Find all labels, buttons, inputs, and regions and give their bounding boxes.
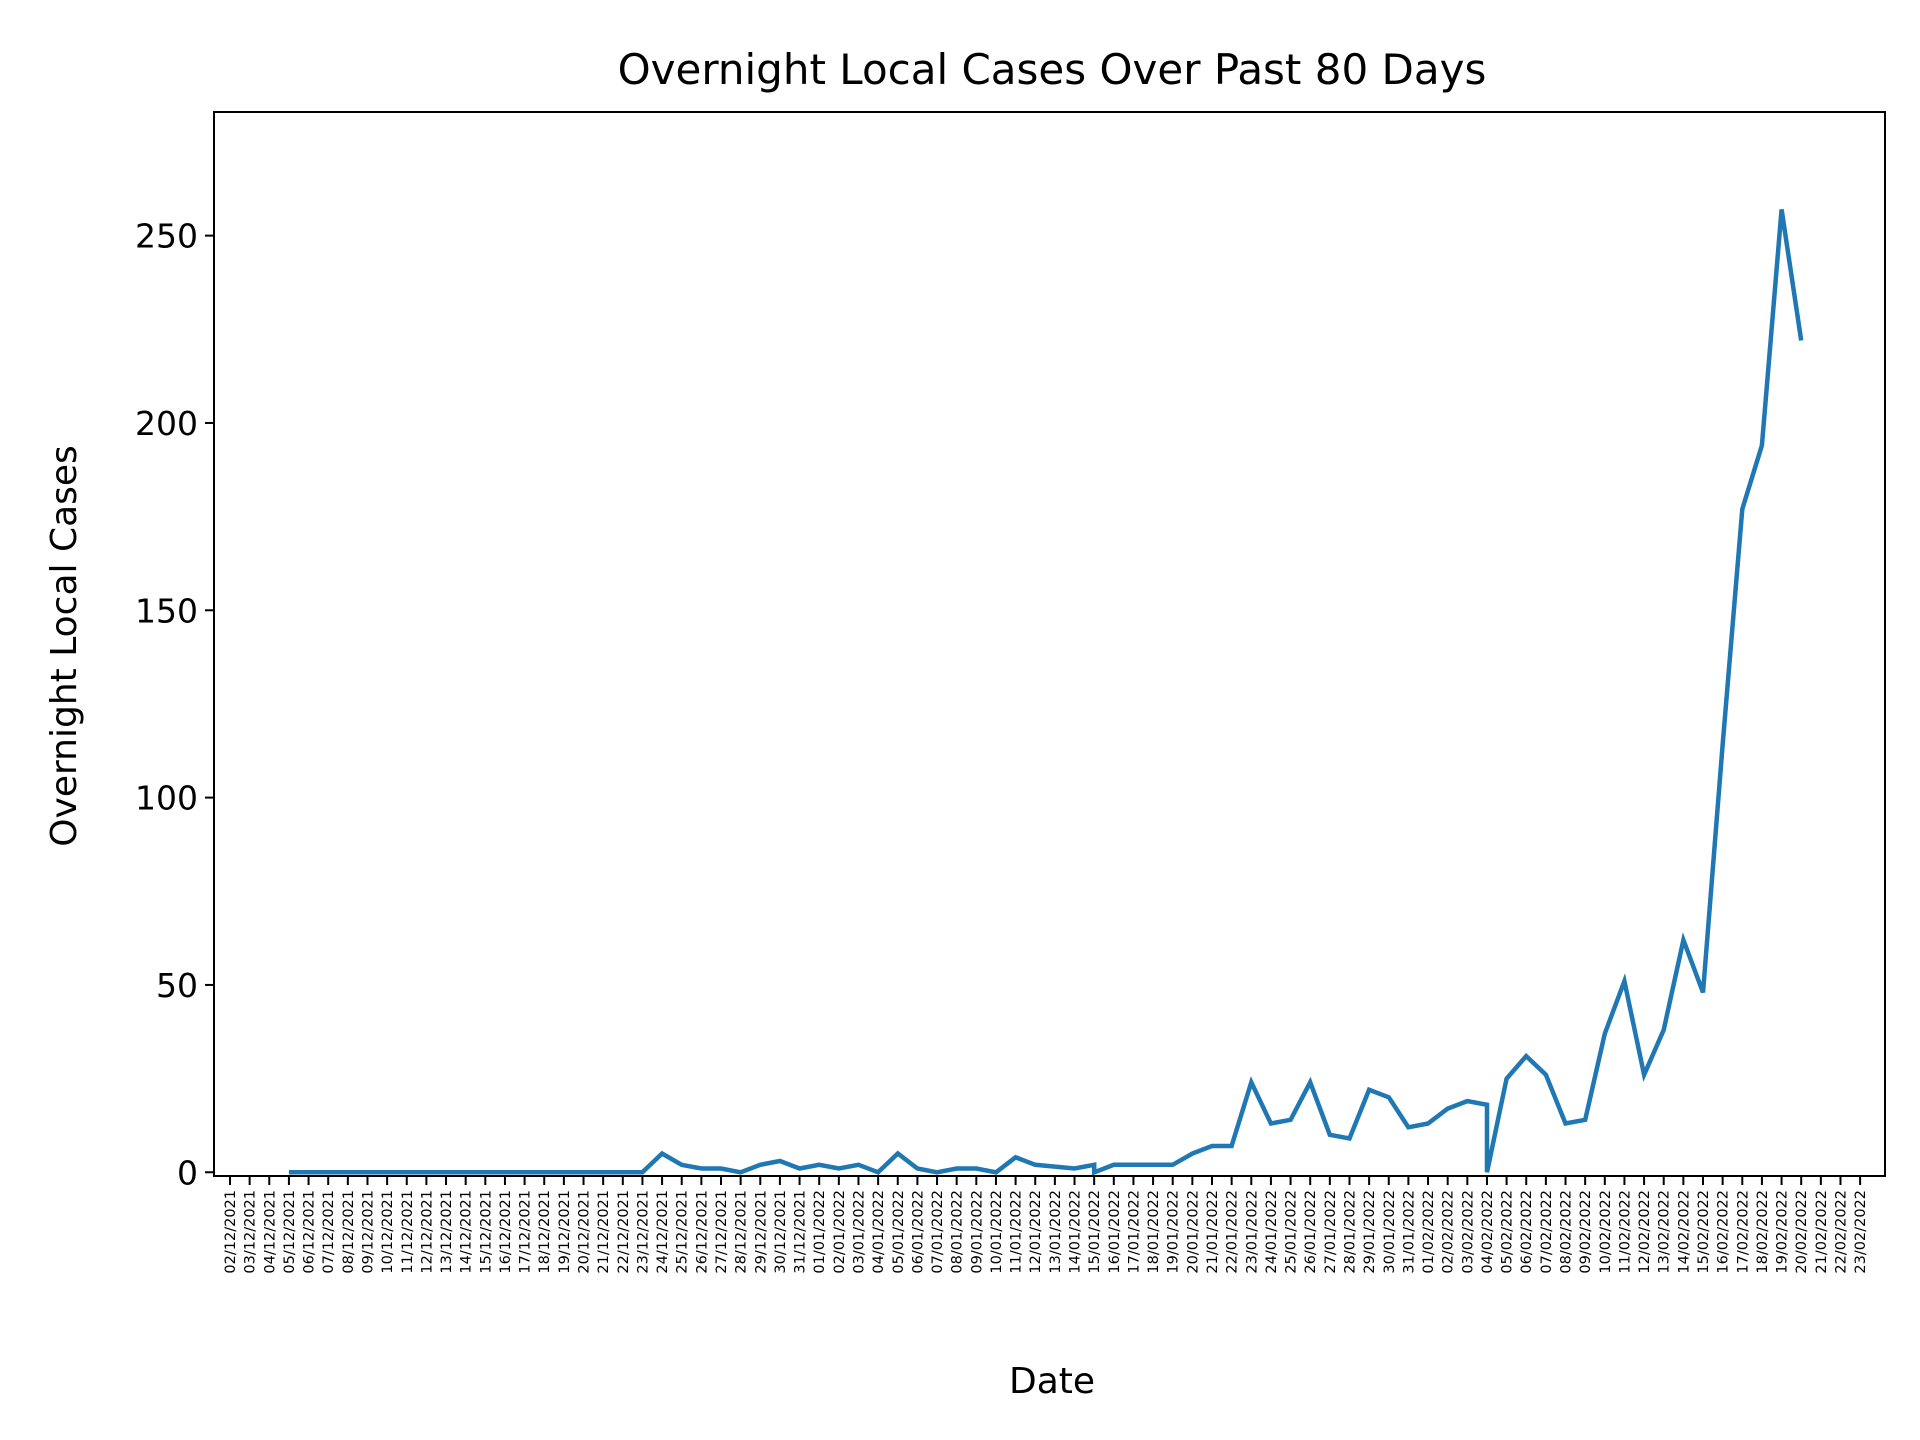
x-tick-label: 05/02/2022 <box>1500 1190 1516 1274</box>
y-tick-label: 150 <box>135 591 198 630</box>
x-tick-label: 30/01/2022 <box>1382 1190 1398 1274</box>
y-axis-label: Overnight Local Cases <box>44 445 85 847</box>
x-tick-label: 19/12/2021 <box>557 1190 573 1274</box>
x-tick-label: 11/12/2021 <box>400 1190 416 1274</box>
x-tick-label: 19/02/2022 <box>1775 1190 1791 1274</box>
x-tick-label: 31/12/2021 <box>793 1190 809 1274</box>
axes-frame <box>213 111 1886 1177</box>
x-tick-label: 09/01/2022 <box>969 1190 985 1274</box>
x-tick-label: 15/02/2022 <box>1696 1190 1712 1274</box>
x-tick-label: 07/01/2022 <box>930 1190 946 1274</box>
y-tick-label: 0 <box>177 1153 198 1192</box>
x-tick-label: 29/12/2021 <box>753 1190 769 1274</box>
x-tick-label: 15/01/2022 <box>1087 1190 1103 1274</box>
y-tick-label: 100 <box>135 779 198 818</box>
x-tick-label: 17/12/2021 <box>518 1190 534 1274</box>
x-tick-label: 11/01/2022 <box>1009 1190 1025 1274</box>
x-tick-label: 25/01/2022 <box>1284 1190 1300 1274</box>
x-tick-label: 10/02/2022 <box>1598 1190 1614 1274</box>
x-tick-label: 13/12/2021 <box>439 1190 455 1274</box>
x-tick-label: 05/01/2022 <box>891 1190 907 1274</box>
x-tick-label: 06/01/2022 <box>910 1190 926 1274</box>
x-tick-label: 28/12/2021 <box>734 1190 750 1274</box>
x-tick-label: 23/02/2022 <box>1853 1190 1869 1274</box>
x-tick-label: 20/12/2021 <box>577 1190 593 1274</box>
x-tick-label: 17/01/2022 <box>1126 1190 1142 1274</box>
x-tick-label: 13/02/2022 <box>1657 1190 1673 1274</box>
chart-title: Overnight Local Cases Over Past 80 Days <box>618 45 1487 94</box>
x-tick-label: 01/01/2022 <box>812 1190 828 1274</box>
x-tick-label: 02/01/2022 <box>832 1190 848 1274</box>
x-tick-label: 11/02/2022 <box>1617 1190 1633 1274</box>
x-tick-label: 23/01/2022 <box>1244 1190 1260 1274</box>
x-tick-label: 10/12/2021 <box>380 1190 396 1274</box>
x-tick-label: 01/02/2022 <box>1421 1190 1437 1274</box>
x-tick-label: 12/01/2022 <box>1028 1190 1044 1274</box>
x-tick-label: 18/01/2022 <box>1146 1190 1162 1274</box>
x-tick-label: 21/01/2022 <box>1205 1190 1221 1274</box>
x-tick-label: 16/01/2022 <box>1107 1190 1123 1274</box>
x-tick-label: 02/12/2021 <box>223 1190 239 1274</box>
x-tick-label: 27/12/2021 <box>714 1190 730 1274</box>
x-tick-label: 14/01/2022 <box>1068 1190 1084 1274</box>
x-tick-label: 09/02/2022 <box>1578 1190 1594 1274</box>
x-tick-label: 03/01/2022 <box>851 1190 867 1274</box>
x-tick-label: 26/01/2022 <box>1303 1190 1319 1274</box>
x-tick-label: 10/01/2022 <box>989 1190 1005 1274</box>
x-tick-label: 14/02/2022 <box>1676 1190 1692 1274</box>
x-tick-label: 18/02/2022 <box>1755 1190 1771 1274</box>
x-tick-label: 07/02/2022 <box>1539 1190 1555 1274</box>
x-tick-label: 29/01/2022 <box>1362 1190 1378 1274</box>
x-tick-label: 26/12/2021 <box>694 1190 710 1274</box>
x-tick-label: 08/02/2022 <box>1559 1190 1575 1274</box>
x-tick-label: 30/12/2021 <box>773 1190 789 1274</box>
x-tick-label: 15/12/2021 <box>478 1190 494 1274</box>
x-tick-label: 22/12/2021 <box>616 1190 632 1274</box>
x-tick-label: 21/12/2021 <box>596 1190 612 1274</box>
y-tick-label: 250 <box>135 217 198 256</box>
x-tick-label: 12/12/2021 <box>419 1190 435 1274</box>
x-tick-label: 06/02/2022 <box>1519 1190 1535 1274</box>
x-tick-label: 04/02/2022 <box>1480 1190 1496 1274</box>
y-tick-label: 50 <box>156 966 198 1005</box>
x-tick-label: 09/12/2021 <box>360 1190 376 1274</box>
x-tick-label: 16/12/2021 <box>498 1190 514 1274</box>
x-tick-label: 04/12/2021 <box>262 1190 278 1274</box>
x-tick-label: 04/01/2022 <box>871 1190 887 1274</box>
x-axis-label: Date <box>1009 1361 1095 1402</box>
x-tick-label: 17/02/2022 <box>1735 1190 1751 1274</box>
x-tick-label: 12/02/2022 <box>1637 1190 1653 1274</box>
x-tick-label: 05/12/2021 <box>282 1190 298 1274</box>
x-tick-label: 08/01/2022 <box>950 1190 966 1274</box>
x-tick-label: 14/12/2021 <box>459 1190 475 1274</box>
x-tick-label: 28/01/2022 <box>1342 1190 1358 1274</box>
series-line <box>288 209 1804 1176</box>
x-tick-label: 18/12/2021 <box>537 1190 553 1274</box>
x-tick-label: 16/02/2022 <box>1716 1190 1732 1274</box>
x-tick-label: 24/12/2021 <box>655 1190 671 1274</box>
x-tick-label: 13/01/2022 <box>1048 1190 1064 1274</box>
x-tick-label: 22/01/2022 <box>1225 1190 1241 1274</box>
x-tick-label: 07/12/2021 <box>321 1190 337 1274</box>
x-tick-label: 02/02/2022 <box>1441 1190 1457 1274</box>
x-tick-label: 25/12/2021 <box>675 1190 691 1274</box>
x-tick-label: 21/02/2022 <box>1814 1190 1830 1274</box>
x-tick-label: 23/12/2021 <box>635 1190 651 1274</box>
x-tick-label: 24/01/2022 <box>1264 1190 1280 1274</box>
x-tick-label: 08/12/2021 <box>341 1190 357 1274</box>
x-tick-label: 03/12/2021 <box>243 1190 259 1274</box>
x-tick-label: 06/12/2021 <box>302 1190 318 1274</box>
x-tick-label: 31/01/2022 <box>1401 1190 1417 1274</box>
x-tick-label: 27/01/2022 <box>1323 1190 1339 1274</box>
plot-area: 0 50 100 150 200 250 02/12/2021 03/12/2021 04/12… <box>135 111 1886 1274</box>
y-tick-label: 200 <box>135 404 198 443</box>
x-tick-label: 20/02/2022 <box>1794 1190 1810 1274</box>
x-tick-label: 20/01/2022 <box>1185 1190 1201 1274</box>
x-tick-label: 22/02/2022 <box>1833 1190 1849 1274</box>
x-tick-label: 19/01/2022 <box>1166 1190 1182 1274</box>
x-tick-label: 03/02/2022 <box>1460 1190 1476 1274</box>
